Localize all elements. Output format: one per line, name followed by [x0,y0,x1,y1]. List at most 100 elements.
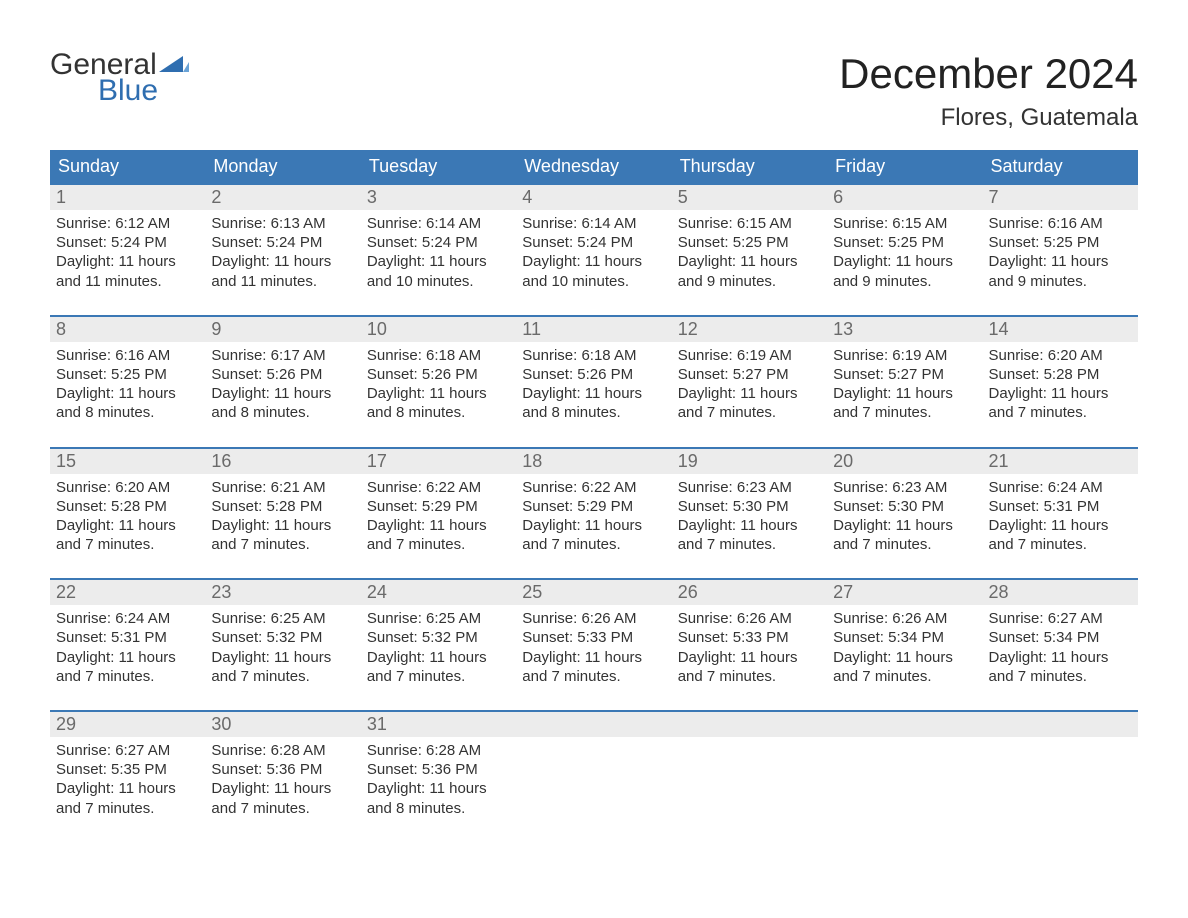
day-d1: Daylight: 11 hours [211,384,354,403]
day-cell: 31Sunrise: 6:28 AMSunset: 5:36 PMDayligh… [361,712,516,826]
day-d1: Daylight: 11 hours [522,384,665,403]
day-number: 12 [678,319,698,339]
day-number-row: 31 [361,712,516,737]
day-number-row: 25 [516,580,671,605]
day-number-row: 22 [50,580,205,605]
day-sunset: Sunset: 5:26 PM [211,365,354,384]
day-number-row: 17 [361,449,516,474]
day-sunrise: Sunrise: 6:18 AM [522,346,665,365]
day-number: 17 [367,451,387,471]
day-d1: Daylight: 11 hours [367,648,510,667]
day-number: 20 [833,451,853,471]
day-sunrise: Sunrise: 6:26 AM [678,609,821,628]
day-details: Sunrise: 6:15 AMSunset: 5:25 PMDaylight:… [678,214,821,291]
day-sunrise: Sunrise: 6:24 AM [56,609,199,628]
day-details: Sunrise: 6:24 AMSunset: 5:31 PMDaylight:… [56,609,199,686]
day-number: 30 [211,714,231,734]
day-d1: Daylight: 11 hours [678,516,821,535]
day-cell: 14Sunrise: 6:20 AMSunset: 5:28 PMDayligh… [983,317,1138,431]
day-d1: Daylight: 11 hours [56,648,199,667]
day-d2: and 9 minutes. [833,272,976,291]
day-number: 10 [367,319,387,339]
day-sunrise: Sunrise: 6:28 AM [211,741,354,760]
day-number: 18 [522,451,542,471]
day-cell: 19 Sunrise: 6:23 AMSunset: 5:30 PMDayligh… [672,449,827,563]
day-cell: 4Sunrise: 6:14 AMSunset: 5:24 PMDaylight… [516,185,671,299]
day-number-row: 21 [983,449,1138,474]
day-number-row: 13 [827,317,982,342]
day-sunset: Sunset: 5:25 PM [56,365,199,384]
day-details: Sunrise: 6:20 AMSunset: 5:28 PMDaylight:… [989,346,1132,423]
day-d2: and 7 minutes. [989,667,1132,686]
day-sunrise: Sunrise: 6:16 AM [989,214,1132,233]
day-sunrise: Sunrise: 6:26 AM [833,609,976,628]
day-number: 15 [56,451,76,471]
day-sunrise: Sunrise: 6:24 AM [989,478,1132,497]
day-sunset: Sunset: 5:29 PM [367,497,510,516]
logo-word-2: Blue [98,74,189,108]
day-number-row: . [516,712,671,737]
day-sunset: Sunset: 5:36 PM [211,760,354,779]
day-number: 5 [678,187,688,207]
day-sunset: Sunset: 5:24 PM [367,233,510,252]
day-d2: and 7 minutes. [522,535,665,554]
day-sunrise: Sunrise: 6:19 AM [833,346,976,365]
day-sunset: Sunset: 5:28 PM [56,497,199,516]
day-cell: 24Sunrise: 6:25 AMSunset: 5:32 PMDayligh… [361,580,516,694]
day-number-row: 12 [672,317,827,342]
day-sunset: Sunset: 5:29 PM [522,497,665,516]
day-header: Thursday [672,150,827,183]
day-header-row: Sunday Monday Tuesday Wednesday Thursday… [50,150,1138,183]
day-d2: and 7 minutes. [678,535,821,554]
day-details: Sunrise: 6:20 AMSunset: 5:28 PMDaylight:… [56,478,199,555]
day-sunset: Sunset: 5:34 PM [989,628,1132,647]
day-d1: Daylight: 11 hours [56,384,199,403]
day-header: Monday [205,150,360,183]
week-row: 1Sunrise: 6:12 AMSunset: 5:24 PMDaylight… [50,183,1138,299]
day-sunrise: Sunrise: 6:14 AM [367,214,510,233]
day-d2: and 8 minutes. [56,403,199,422]
day-d2: and 11 minutes. [56,272,199,291]
day-details: Sunrise: 6:26 AMSunset: 5:34 PMDaylight:… [833,609,976,686]
day-sunset: Sunset: 5:24 PM [522,233,665,252]
day-details: Sunrise: 6:18 AMSunset: 5:26 PMDaylight:… [522,346,665,423]
day-cell: 11Sunrise: 6:18 AMSunset: 5:26 PMDayligh… [516,317,671,431]
day-details: Sunrise: 6:14 AMSunset: 5:24 PMDaylight:… [367,214,510,291]
day-d2: and 7 minutes. [211,799,354,818]
day-number: 16 [211,451,231,471]
day-cell: . [827,712,982,826]
day-sunset: Sunset: 5:34 PM [833,628,976,647]
day-sunrise: Sunrise: 6:20 AM [56,478,199,497]
day-sunrise: Sunrise: 6:12 AM [56,214,199,233]
day-d2: and 7 minutes. [367,535,510,554]
day-d1: Daylight: 11 hours [367,516,510,535]
day-cell: . [983,712,1138,826]
day-cell: 6Sunrise: 6:15 AMSunset: 5:25 PMDaylight… [827,185,982,299]
day-sunrise: Sunrise: 6:21 AM [211,478,354,497]
day-d2: and 7 minutes. [211,535,354,554]
day-sunrise: Sunrise: 6:16 AM [56,346,199,365]
day-d2: and 8 minutes. [367,403,510,422]
day-d1: Daylight: 11 hours [211,648,354,667]
day-details: Sunrise: 6:23 AMSunset: 5:30 PMDaylight:… [678,478,821,555]
day-details: Sunrise: 6:27 AMSunset: 5:35 PMDaylight:… [56,741,199,818]
day-d1: Daylight: 11 hours [522,648,665,667]
day-number: 2 [211,187,221,207]
day-sunrise: Sunrise: 6:13 AM [211,214,354,233]
logo-triangle-icon [159,54,189,76]
day-number-row: 5 [672,185,827,210]
day-number: 21 [989,451,1009,471]
day-d1: Daylight: 11 hours [56,516,199,535]
day-sunrise: Sunrise: 6:28 AM [367,741,510,760]
day-d2: and 11 minutes. [211,272,354,291]
day-d2: and 7 minutes. [833,403,976,422]
week-row: 15Sunrise: 6:20 AMSunset: 5:28 PMDayligh… [50,447,1138,563]
day-number-row: 4 [516,185,671,210]
day-number-row: 19 [672,449,827,474]
day-sunrise: Sunrise: 6:27 AM [56,741,199,760]
day-details: Sunrise: 6:28 AMSunset: 5:36 PMDaylight:… [211,741,354,818]
day-cell: 25Sunrise: 6:26 AMSunset: 5:33 PMDayligh… [516,580,671,694]
day-sunset: Sunset: 5:36 PM [367,760,510,779]
day-sunrise: Sunrise: 6:18 AM [367,346,510,365]
day-sunrise: Sunrise: 6:23 AM [678,478,821,497]
